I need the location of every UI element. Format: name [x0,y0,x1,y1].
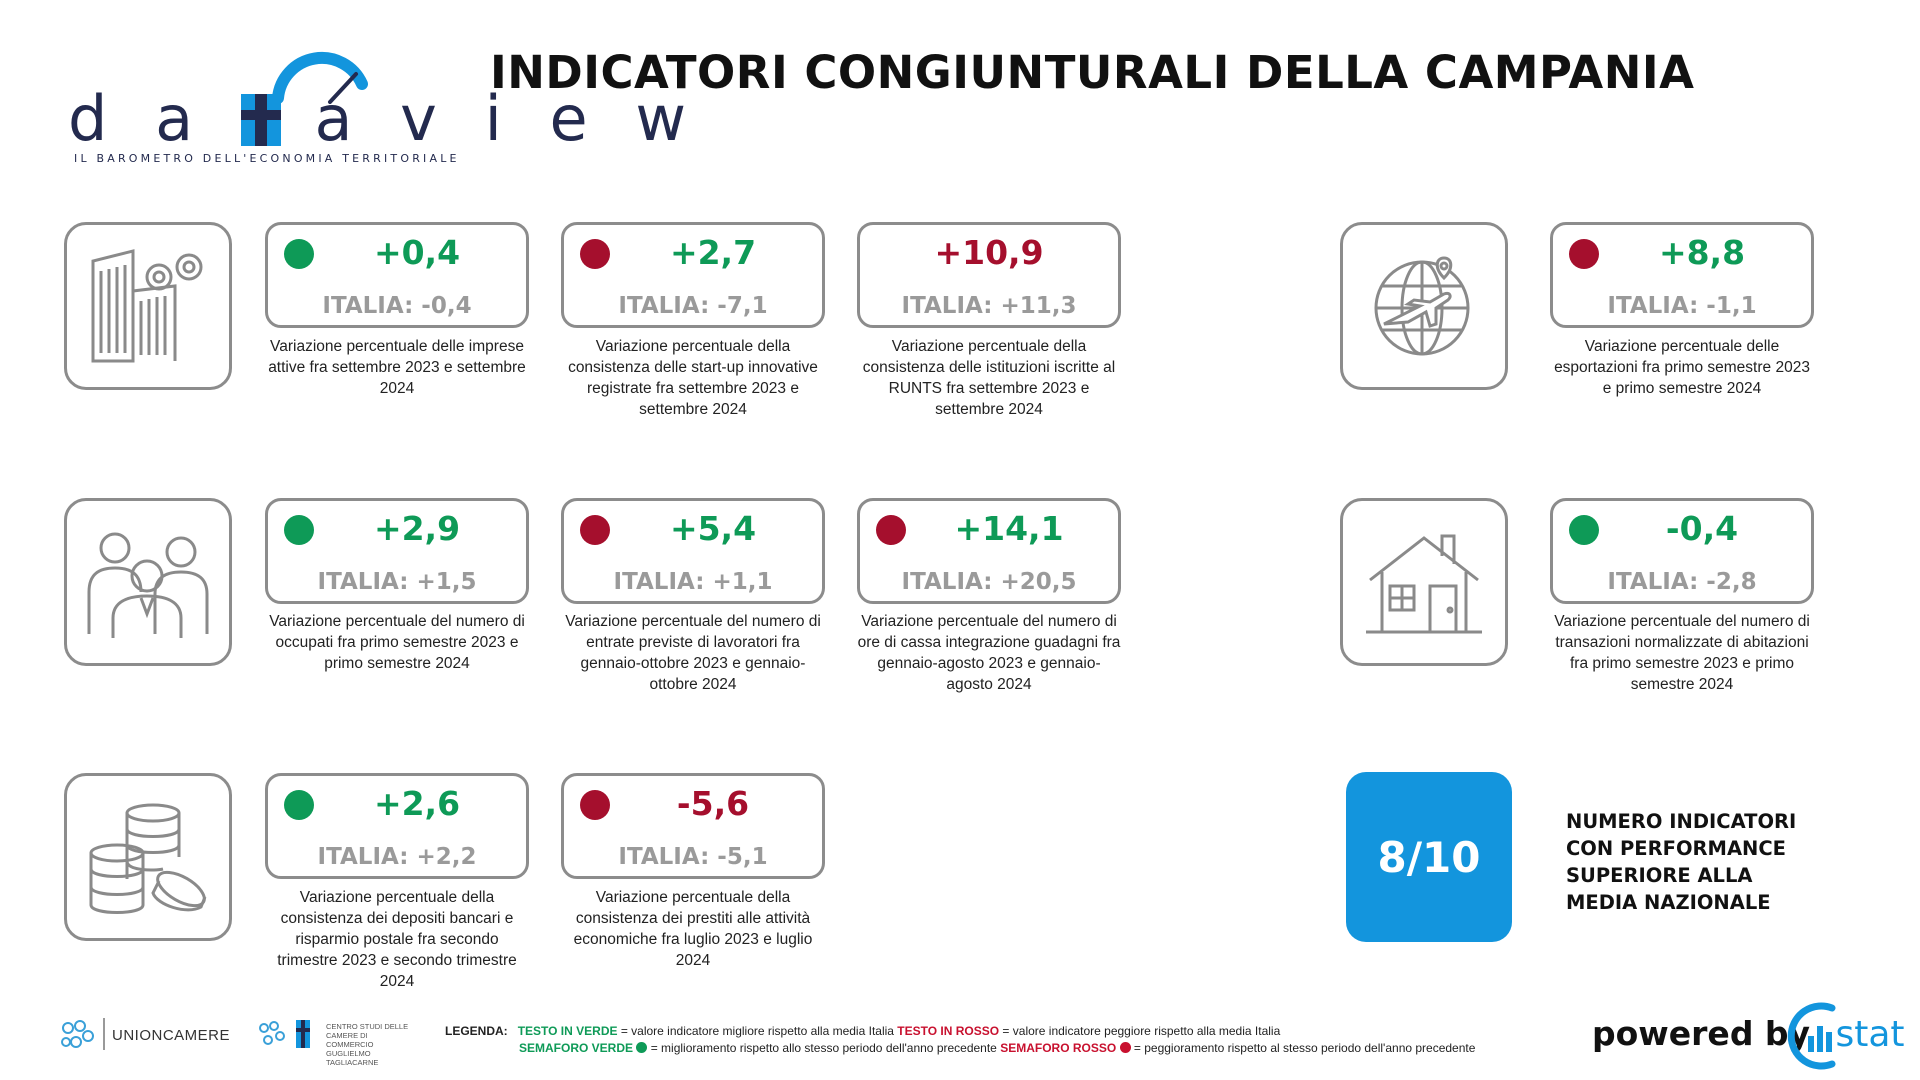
indicator-card-startup: +2,7 ITALIA: -7,1 [561,222,825,328]
indicator-card-imprese: +0,4 ITALIA: -0,4 [265,222,529,328]
dataview-logo: d a a v i e w IL BAROMETRO DELL'ECONOMIA… [0,0,686,170]
indicator-value: +2,9 [373,509,461,548]
indicator-card-depositi: +2,6 ITALIA: +2,2 [265,773,529,879]
indicator-card-esportazioni: +8,8 ITALIA: -1,1 [1550,222,1814,328]
status-dot-red-icon [580,239,610,269]
indicator-value: +2,6 [373,784,461,823]
italia-value: ITALIA: -0,4 [322,293,472,319]
logo-wordmark: d a a v i e w [68,82,701,155]
red-dot-icon [1119,1042,1131,1053]
legend-line-1: LEGENDA: TESTO IN VERDE = valore indicat… [445,1024,1281,1038]
score-label: NUMERO INDICATORI CON PERFORMANCE SUPERI… [1566,810,1797,914]
indicator-description: Variazione percentuale delle esportazion… [1554,338,1810,397]
globe-plane-icon [1340,222,1508,390]
legend-line-2: SEMAFORO VERDE = miglioramento rispetto … [519,1041,1476,1055]
indicator-card-occupati: +2,9 ITALIA: +1,5 [265,498,529,604]
score-badge: 8/10 [1346,772,1512,942]
centro-studi-logo-icon [256,1018,320,1055]
unioncamere-logo-icon [58,1018,98,1057]
indicator-description: Variazione percentuale del numero di occ… [269,613,525,672]
status-dot-green-icon [284,515,314,545]
status-dot-red-icon [580,790,610,820]
italia-value: ITALIA: +2,2 [317,844,477,870]
footer-divider [103,1018,105,1050]
italia-value: ITALIA: +20,5 [901,569,1077,595]
coins-icon [64,773,232,941]
indicator-value: +14,1 [954,509,1064,548]
indicator-value: +8,8 [1658,233,1746,272]
indicator-description: Variazione percentuale della consistenza… [568,338,818,418]
house-icon [1340,498,1508,666]
indicator-card-cassa-integrazione: +14,1 ITALIA: +20,5 [857,498,1121,604]
indicator-value: -5,6 [676,784,750,823]
status-dot-red-icon [1569,239,1599,269]
indicator-value: +0,4 [373,233,461,272]
istat-logo: .stat [1784,1000,1914,1077]
istat-wordmark: .stat [1824,1014,1905,1055]
logo-gauge-icon [272,51,368,104]
green-dot-icon [636,1042,648,1053]
indicator-description: Variazione percentuale del numero di tra… [1554,613,1810,693]
italia-value: ITALIA: +1,1 [613,569,773,595]
italia-value: ITALIA: +1,5 [317,569,477,595]
indicator-description: Variazione percentuale della consistenza… [277,889,517,990]
buildings-gears-icon [64,222,232,390]
indicator-description: Variazione percentuale della consistenza… [862,338,1116,418]
status-dot-red-icon [876,515,906,545]
italia-value: ITALIA: -1,1 [1607,293,1757,319]
status-dot-red-icon [580,515,610,545]
indicator-card-prestiti: -5,6 ITALIA: -5,1 [561,773,825,879]
status-dot-green-icon [284,790,314,820]
italia-value: ITALIA: -7,1 [618,293,768,319]
logo-subtitle: IL BAROMETRO DELL'ECONOMIA TERRITORIALE [74,152,460,165]
indicator-description: Variazione percentuale del numero di ent… [565,613,821,693]
indicator-card-entrate: +5,4 ITALIA: +1,1 [561,498,825,604]
indicator-value: +5,4 [669,509,757,548]
indicator-value: -0,4 [1665,509,1739,548]
indicator-value: +10,9 [934,233,1044,272]
people-icon [64,498,232,666]
status-dot-green-icon [284,239,314,269]
italia-value: ITALIA: +11,3 [901,293,1077,319]
indicator-description: Variazione percentuale del numero di ore… [857,613,1121,693]
indicator-card-abitazioni: -0,4 ITALIA: -2,8 [1550,498,1814,604]
powered-by-label: powered by [1592,1014,1811,1053]
italia-value: ITALIA: -2,8 [1607,569,1757,595]
page-title: INDICATORI CONGIUNTURALI DELLA CAMPANIA [490,46,1695,99]
unioncamere-label: UNIONCAMERE [112,1027,231,1044]
indicator-card-runts: +10,9 ITALIA: +11,3 [857,222,1121,328]
status-dot-green-icon [1569,515,1599,545]
italia-value: ITALIA: -5,1 [618,844,768,870]
centro-studi-label: CENTRO STUDI DELLE CAMERE DI COMMERCIO G… [326,1022,409,1067]
indicator-value: +2,7 [669,233,757,272]
indicator-description: Variazione percentuale della consistenza… [573,889,813,969]
indicator-description: Variazione percentuale delle imprese att… [268,338,526,397]
